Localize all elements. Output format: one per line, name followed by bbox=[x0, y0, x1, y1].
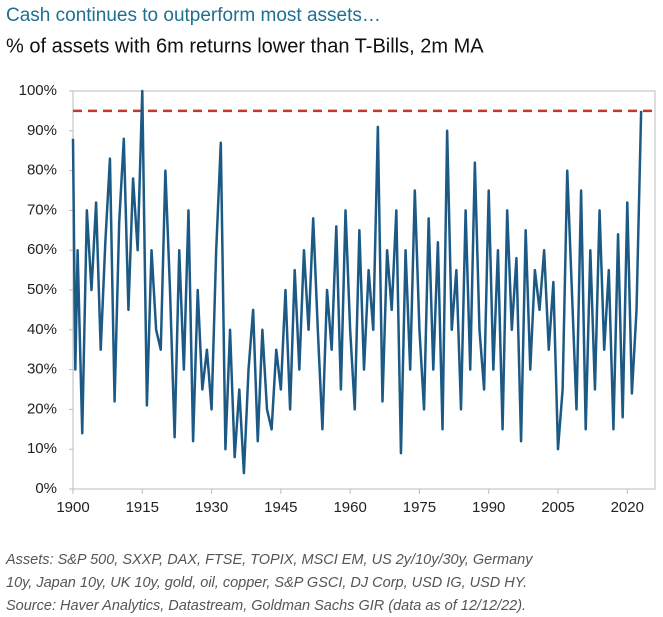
y-tick-label: 70% bbox=[27, 201, 57, 218]
y-tick-label: 30% bbox=[27, 361, 57, 378]
y-tick-label: 40% bbox=[27, 321, 57, 338]
y-tick-label: 60% bbox=[27, 241, 57, 258]
series-line bbox=[71, 89, 643, 475]
y-tick-label: 20% bbox=[27, 400, 57, 417]
x-tick-label: 1930 bbox=[195, 499, 228, 516]
plot-frame bbox=[72, 90, 656, 490]
y-tick-label: 80% bbox=[27, 162, 57, 179]
chart-title: Cash continues to outperform most assets… bbox=[6, 5, 381, 26]
x-tick-label: 1900 bbox=[56, 499, 89, 516]
x-tick-label: 1975 bbox=[403, 499, 436, 516]
x-tick-label: 1990 bbox=[472, 499, 505, 516]
y-tick-label: 100% bbox=[19, 82, 57, 99]
x-tick-label: 2020 bbox=[611, 499, 644, 516]
x-tick-label: 1915 bbox=[126, 499, 159, 516]
x-tick-label: 2005 bbox=[541, 499, 574, 516]
footnote: Assets: S&P 500, SXXP, DAX, FTSE, TOPIX,… bbox=[5, 552, 533, 568]
chart-subtitle: % of assets with 6m returns lower than T… bbox=[6, 35, 484, 57]
y-tick-label: 10% bbox=[27, 440, 57, 457]
y-tick-label: 90% bbox=[27, 122, 57, 139]
footnote: 10y, Japan 10y, UK 10y, gold, oil, coppe… bbox=[6, 575, 527, 591]
x-tick-label: 1960 bbox=[333, 499, 366, 516]
x-tick-label: 1945 bbox=[264, 499, 297, 516]
y-tick-label: 50% bbox=[27, 281, 57, 298]
footnote: Source: Haver Analytics, Datastream, Gol… bbox=[6, 598, 526, 614]
y-tick-label: 0% bbox=[35, 480, 57, 497]
